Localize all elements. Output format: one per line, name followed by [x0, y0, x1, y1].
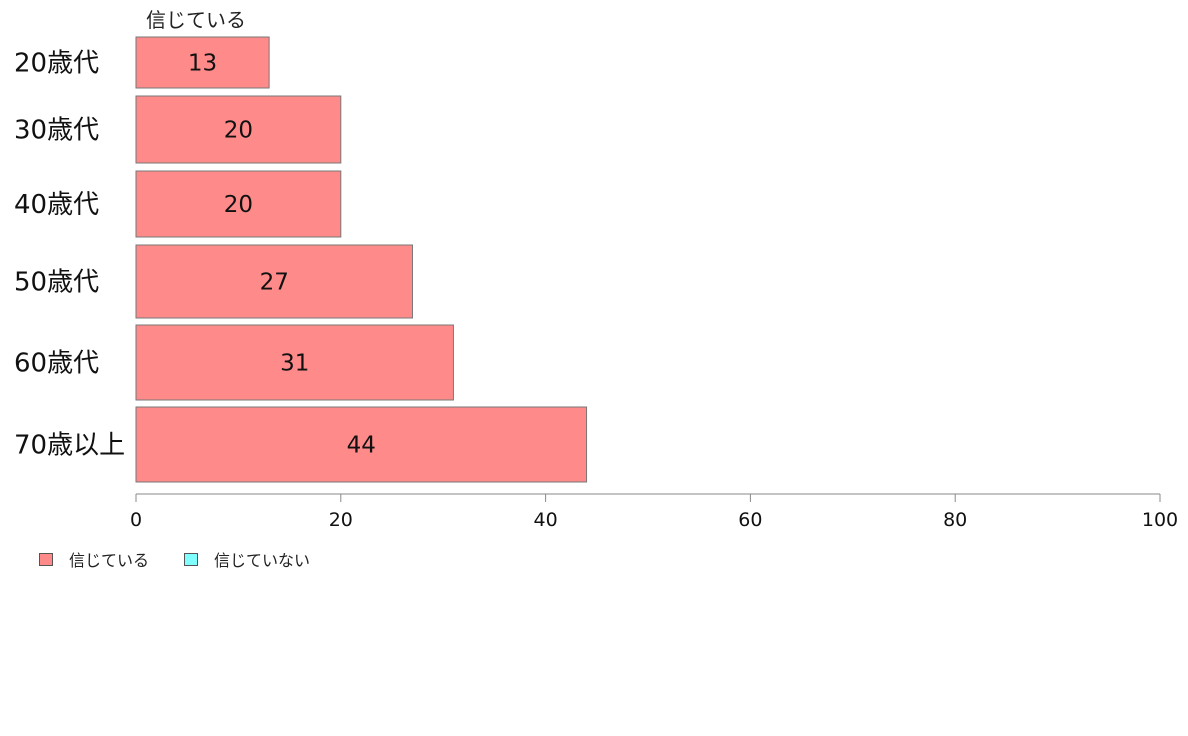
bar-2 — [135, 170, 342, 238]
bar-4 — [135, 324, 454, 401]
legend-item-not-believe[interactable]: 信じていない — [184, 547, 310, 571]
bar-5 — [135, 406, 588, 483]
x-tick-label: 40 — [534, 509, 558, 531]
legend-swatch-not-believe — [184, 552, 199, 566]
data-label: 27 — [260, 270, 289, 296]
legend-swatch-believe — [39, 552, 53, 566]
category-label: 70歳以上 — [14, 431, 125, 461]
x-tick-label: 60 — [738, 509, 762, 531]
category-label: 40歳代 — [14, 190, 99, 220]
category-label: 30歳代 — [14, 116, 99, 146]
data-label: 31 — [280, 351, 309, 377]
bar-0 — [135, 36, 270, 89]
x-tick-label: 0 — [130, 509, 142, 531]
category-labels-group: 20歳代 30歳代 40歳代 50歳代 60歳代 70歳以上 — [14, 49, 125, 461]
data-label: 13 — [188, 51, 217, 77]
data-label: 20 — [224, 192, 253, 218]
bars-group — [135, 36, 588, 483]
bar-3 — [135, 244, 413, 319]
legend-label-believe: 信じている — [69, 551, 150, 570]
legend: 信じている 信じていない — [39, 547, 345, 571]
x-axis: 0 20 40 60 80 100 — [130, 493, 1178, 531]
legend-item-believe[interactable]: 信じている — [39, 547, 149, 571]
x-tick-label: 20 — [329, 509, 353, 531]
data-labels-group: 13 20 20 27 31 44 — [188, 51, 376, 459]
category-label: 50歳代 — [14, 268, 99, 298]
category-label: 20歳代 — [14, 49, 99, 79]
x-tick-label: 80 — [943, 509, 967, 531]
legend-label-not-believe: 信じていない — [214, 551, 311, 570]
category-label: 60歳代 — [14, 349, 99, 379]
x-tick-label: 100 — [1142, 509, 1178, 531]
bar-1 — [135, 95, 342, 164]
data-label: 44 — [347, 433, 376, 459]
series-header: 信じている — [146, 8, 246, 32]
data-label: 20 — [224, 118, 253, 144]
